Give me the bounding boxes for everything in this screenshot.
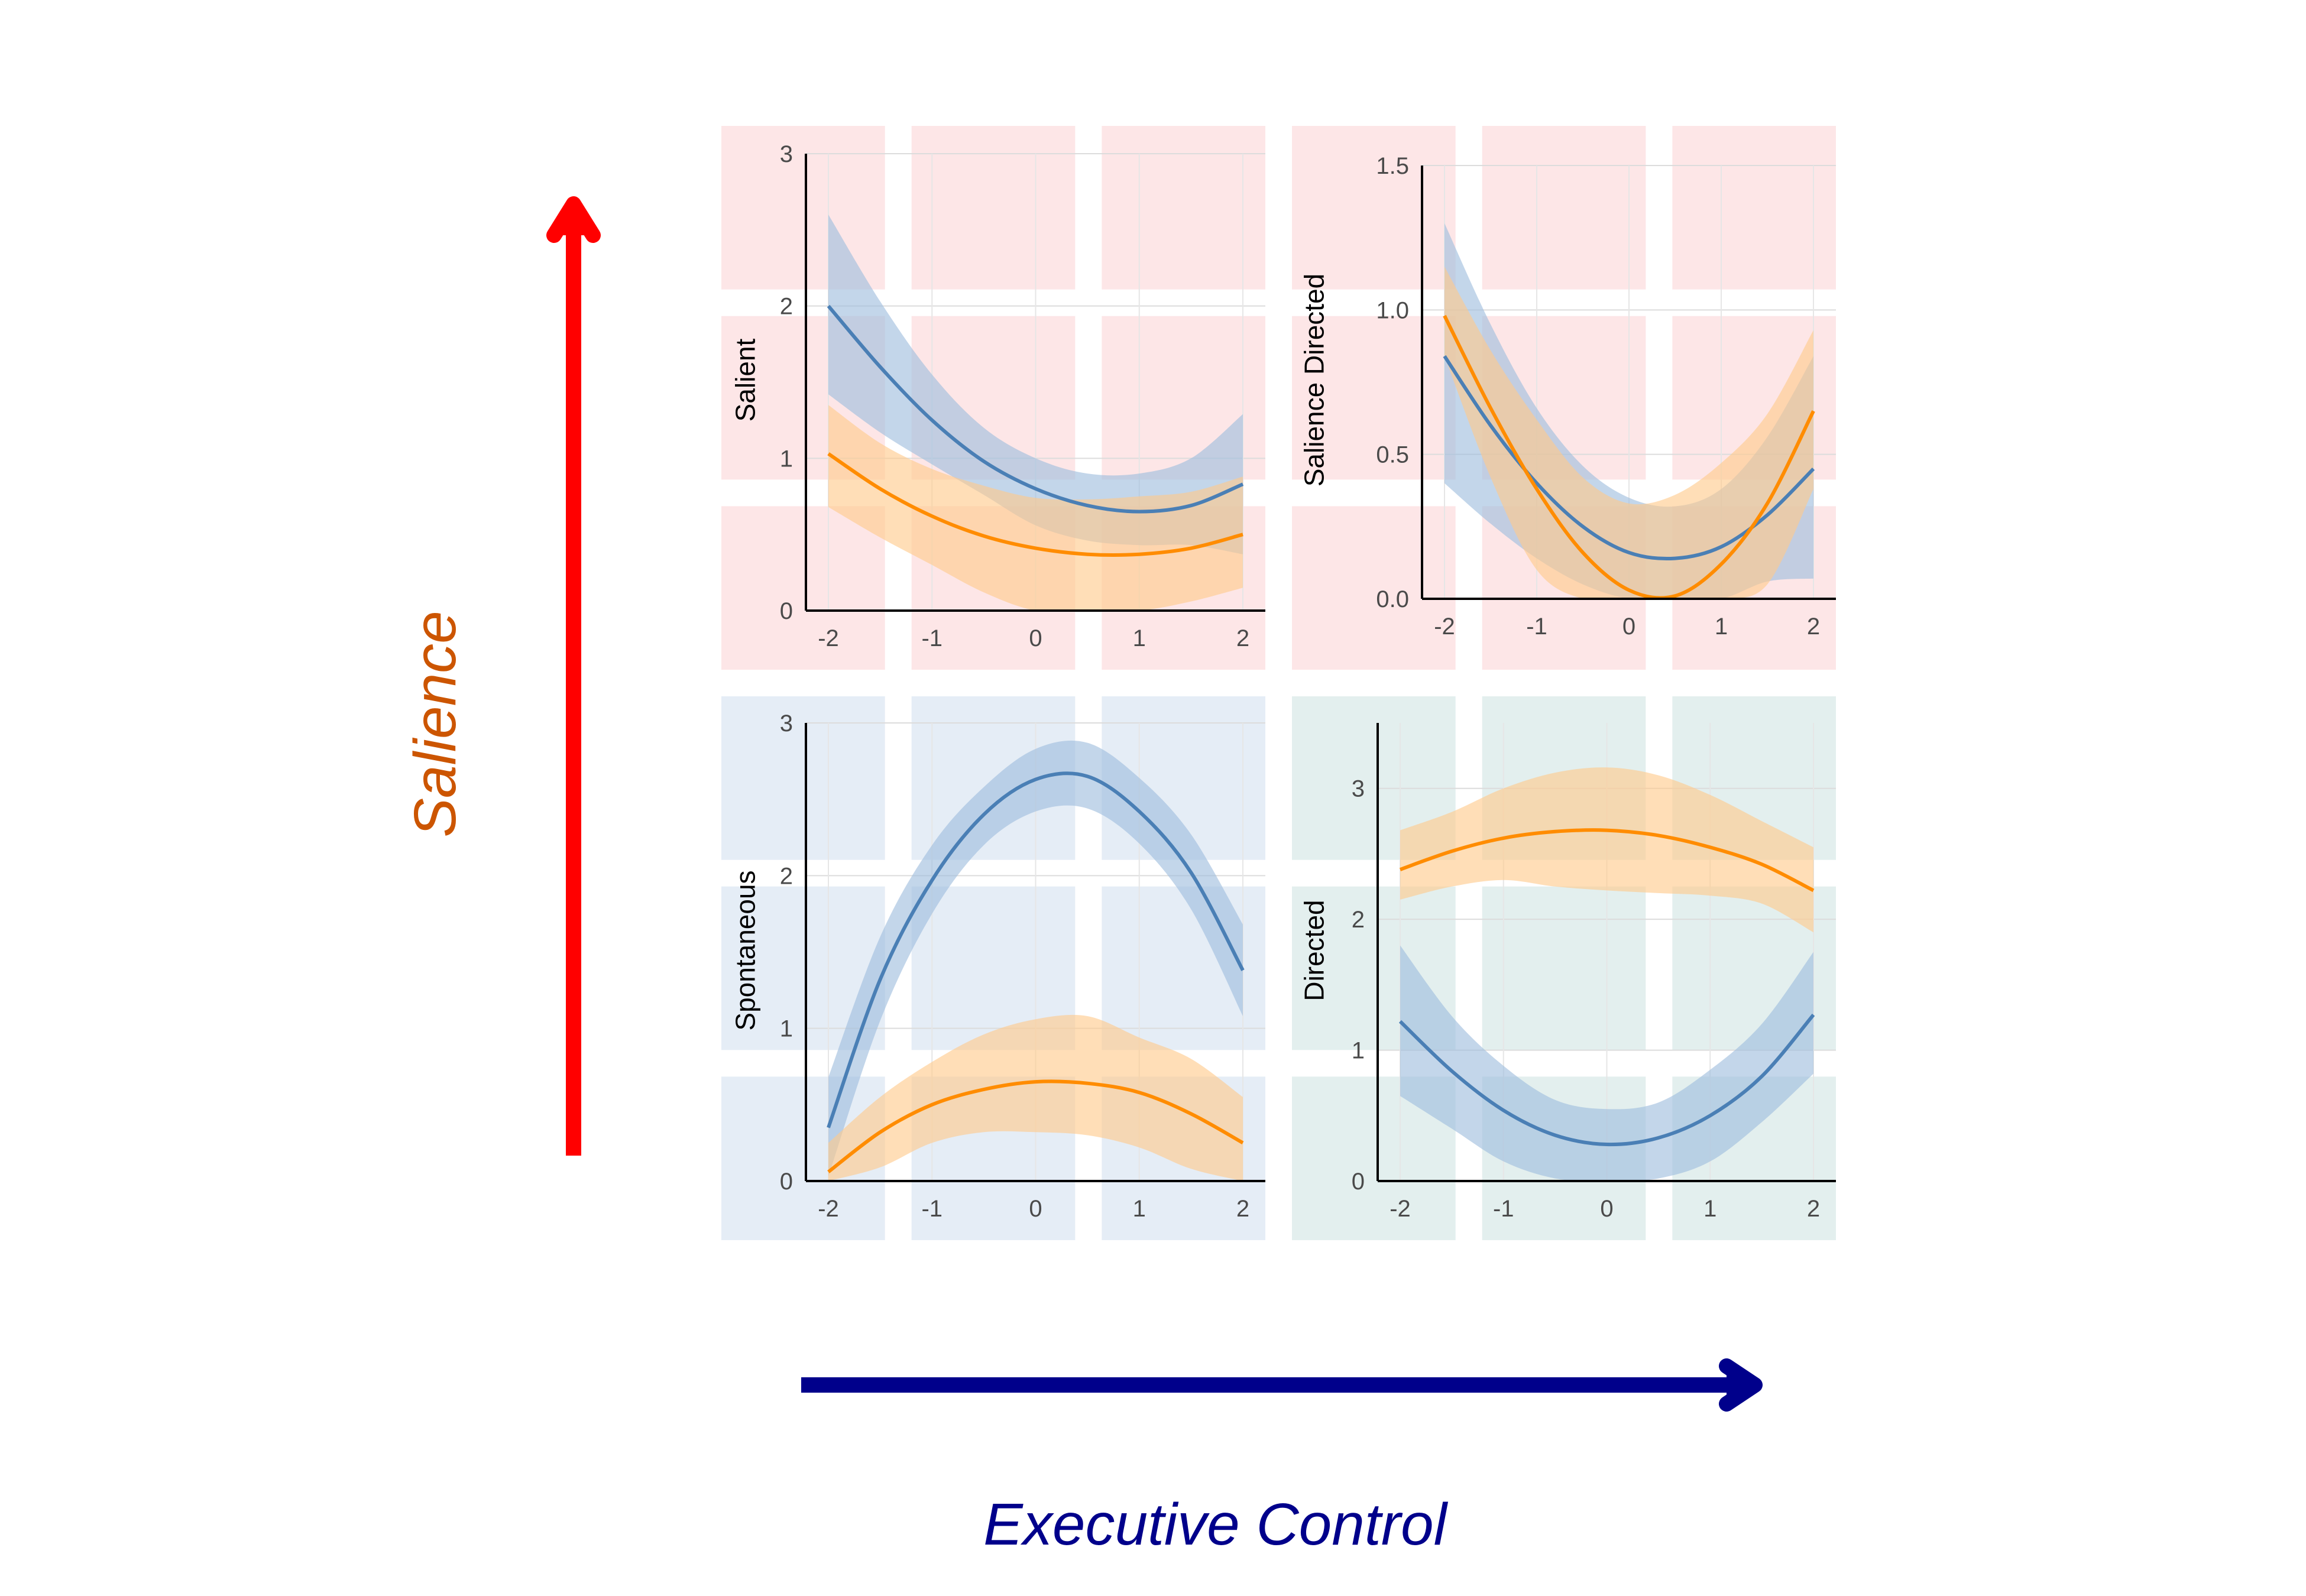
x-tick-label: 2 — [1807, 614, 1820, 640]
orange-fit-line — [1399, 828, 1815, 893]
blue-confidence-band — [828, 740, 1243, 1177]
panel-salience-directed: 0.0 0.5 1.0 1.5 -2 -1 0 1 2 Salience Directed — [1292, 126, 1836, 670]
salience-axis-arrow — [546, 196, 601, 1156]
x-tick-label: 0 — [1622, 614, 1635, 640]
y-tick-label: 0 — [780, 1169, 793, 1195]
orange-confidence-band — [1445, 267, 1813, 599]
orange-fit-line — [1443, 314, 1815, 599]
orange-confidence-band — [828, 1014, 1243, 1181]
x-tick-label: 1 — [1715, 614, 1728, 640]
background-tile — [1102, 126, 1265, 290]
x-tick-label: -1 — [1526, 614, 1547, 640]
x-tick-label: 0 — [1600, 1196, 1613, 1222]
x-tick-label: -2 — [1434, 614, 1455, 640]
y-tick-label: 3 — [780, 141, 793, 167]
series-layer — [1398, 767, 1815, 1181]
y-tick-label: 1 — [780, 446, 793, 472]
panel-y-label: Salient — [730, 338, 761, 421]
y-tick-label: 0 — [1352, 1169, 1365, 1195]
orange-confidence-band — [1400, 767, 1813, 933]
background-tile — [1292, 316, 1456, 480]
executive-arrow-head — [1719, 1358, 1763, 1412]
salience-arrow-head — [546, 196, 601, 243]
panel-spontaneous: 0 1 2 3 -2 -1 0 1 2 Spontaneous — [721, 696, 1265, 1240]
x-tick-label: 0 — [1029, 625, 1042, 651]
y-tick-label: 1 — [1352, 1038, 1365, 1064]
series-layer — [827, 215, 1244, 611]
x-tick-label: -2 — [1390, 1196, 1411, 1222]
blue-fit-line — [827, 771, 1245, 1128]
executive-axis-arrow — [801, 1358, 1763, 1412]
background-tile — [1292, 126, 1456, 290]
background-tile — [721, 506, 885, 670]
background-tile — [721, 696, 885, 860]
panel-y-label: Salience Directed — [1299, 274, 1330, 487]
blue-fit-line — [1398, 1013, 1815, 1147]
y-tick-label: 2 — [780, 863, 793, 889]
y-tick-label: 0.5 — [1376, 442, 1409, 468]
x-tick-label: -1 — [1493, 1196, 1514, 1222]
x-tick-label: 1 — [1703, 1196, 1716, 1222]
y-tick-label: 3 — [780, 711, 793, 737]
executive-axis-label: Executive Control — [983, 1491, 1448, 1558]
x-tick-label: 2 — [1236, 1196, 1249, 1222]
x-tick-label: -1 — [921, 1196, 943, 1222]
panel-y-label: Directed — [1299, 900, 1330, 1001]
background-tile — [721, 126, 885, 290]
x-tick-label: -2 — [818, 1196, 839, 1222]
panel-directed: 0 1 2 3 -2 -1 0 1 2 Directed — [1292, 696, 1836, 1240]
series-layer — [827, 740, 1245, 1181]
orange-confidence-band — [828, 405, 1243, 611]
y-tick-label: 3 — [1352, 776, 1365, 802]
background-tile — [1292, 506, 1456, 670]
panel-grid: 0 1 2 3 -2 -1 0 1 2 Salient 0.0 0.5 1.0 1.5 -2 -1 0 1 2 Sal… — [721, 126, 1836, 1240]
y-tick-label: 2 — [780, 294, 793, 320]
panel-y-label: Spontaneous — [730, 870, 761, 1030]
y-tick-label: 0 — [780, 598, 793, 624]
x-tick-label: -1 — [921, 625, 943, 651]
x-tick-label: 2 — [1236, 625, 1249, 651]
background-tile — [1482, 886, 1646, 1050]
y-tick-label: 1.0 — [1376, 297, 1409, 323]
y-tick-label: 0.0 — [1376, 586, 1409, 612]
panel-salient: 0 1 2 3 -2 -1 0 1 2 Salient — [721, 126, 1265, 670]
series-layer — [1443, 223, 1815, 599]
salience-axis-label: Salience — [402, 611, 468, 838]
background-tile — [1482, 126, 1646, 290]
x-tick-label: 2 — [1807, 1196, 1820, 1222]
orange-fit-line — [827, 452, 1243, 557]
blue-fit-line — [827, 304, 1244, 514]
background-tile — [911, 126, 1076, 290]
x-tick-label: 1 — [1133, 625, 1146, 651]
x-tick-label: 1 — [1133, 1196, 1146, 1222]
x-tick-label: 0 — [1029, 1196, 1042, 1222]
y-tick-label: 1 — [780, 1016, 793, 1042]
y-tick-label: 2 — [1352, 907, 1365, 933]
background-tile — [1672, 126, 1836, 290]
blue-confidence-band — [1400, 945, 1813, 1181]
x-tick-label: -2 — [818, 625, 839, 651]
orange-fit-line — [827, 1079, 1244, 1173]
y-tick-label: 1.5 — [1376, 153, 1409, 179]
